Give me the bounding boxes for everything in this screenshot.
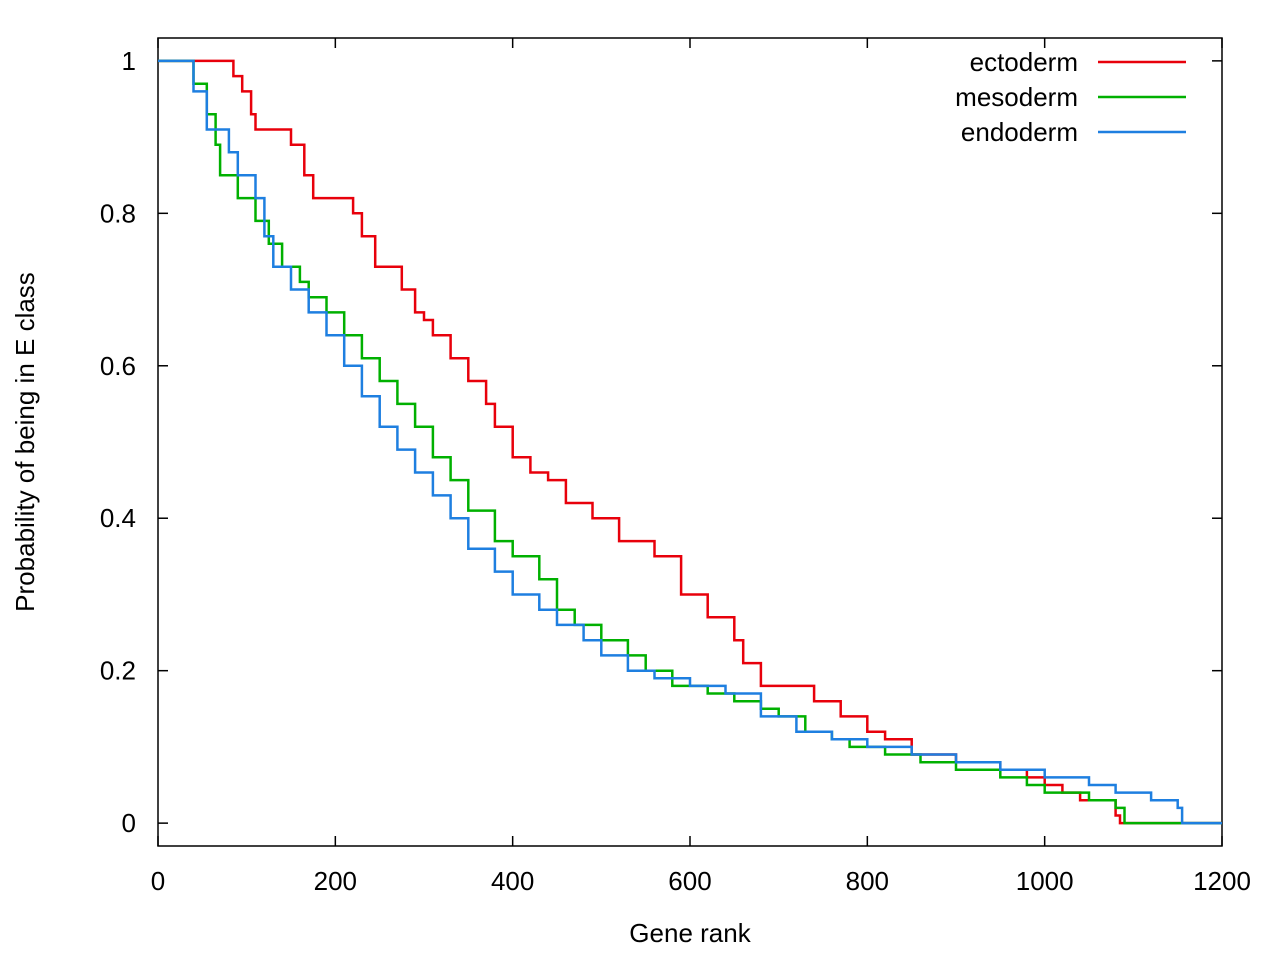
legend: ectoderm mesoderm endoderm: [955, 47, 1186, 147]
y-tick-label: 1: [122, 46, 136, 76]
y-tick-label: 0.2: [100, 656, 136, 686]
x-tick-label: 800: [846, 866, 889, 896]
legend-label-endoderm: endoderm: [961, 117, 1078, 147]
legend-label-ectoderm: ectoderm: [970, 47, 1078, 77]
x-axis-title: Gene rank: [629, 918, 751, 948]
series-lines: [158, 59, 1222, 825]
x-tick-label: 1000: [1016, 866, 1074, 896]
y-tick-label: 0.6: [100, 351, 136, 381]
y-axis-ticks: 0 0.2 0.4 0.6 0.8 1: [100, 46, 1222, 838]
y-axis-title: Probability of being in E class: [10, 272, 40, 612]
series-line-endoderm: [158, 59, 1222, 825]
y-tick-label: 0: [122, 808, 136, 838]
x-tick-label: 400: [491, 866, 534, 896]
y-tick-label: 0.8: [100, 198, 136, 228]
y-tick-label: 0.4: [100, 503, 136, 533]
x-tick-label: 1200: [1193, 866, 1251, 896]
x-axis-ticks: 0 200 400 600 800 1000 1200: [151, 38, 1251, 896]
x-tick-label: 0: [151, 866, 165, 896]
series-line-mesoderm: [158, 59, 1222, 825]
x-tick-label: 200: [314, 866, 357, 896]
x-tick-label: 600: [668, 866, 711, 896]
series-line-ectoderm: [158, 59, 1222, 825]
plot-frame: [157, 37, 1223, 847]
legend-label-mesoderm: mesoderm: [955, 82, 1078, 112]
